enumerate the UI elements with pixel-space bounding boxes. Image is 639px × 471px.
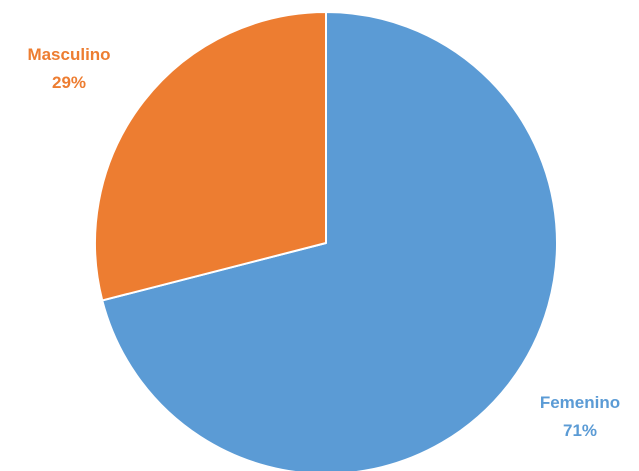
slice-value-masculino: 29% xyxy=(52,73,86,92)
pie-slice-femenino xyxy=(101,11,558,471)
slice-value-femenino: 71% xyxy=(563,421,597,440)
pie-slice-masculino xyxy=(94,11,327,302)
slice-label-masculino: Masculino xyxy=(27,45,110,64)
pie-slices xyxy=(94,11,558,471)
slice-label-femenino: Femenino xyxy=(540,393,620,412)
pie-data-labels: Femenino 71% Masculino 29% xyxy=(27,45,620,440)
